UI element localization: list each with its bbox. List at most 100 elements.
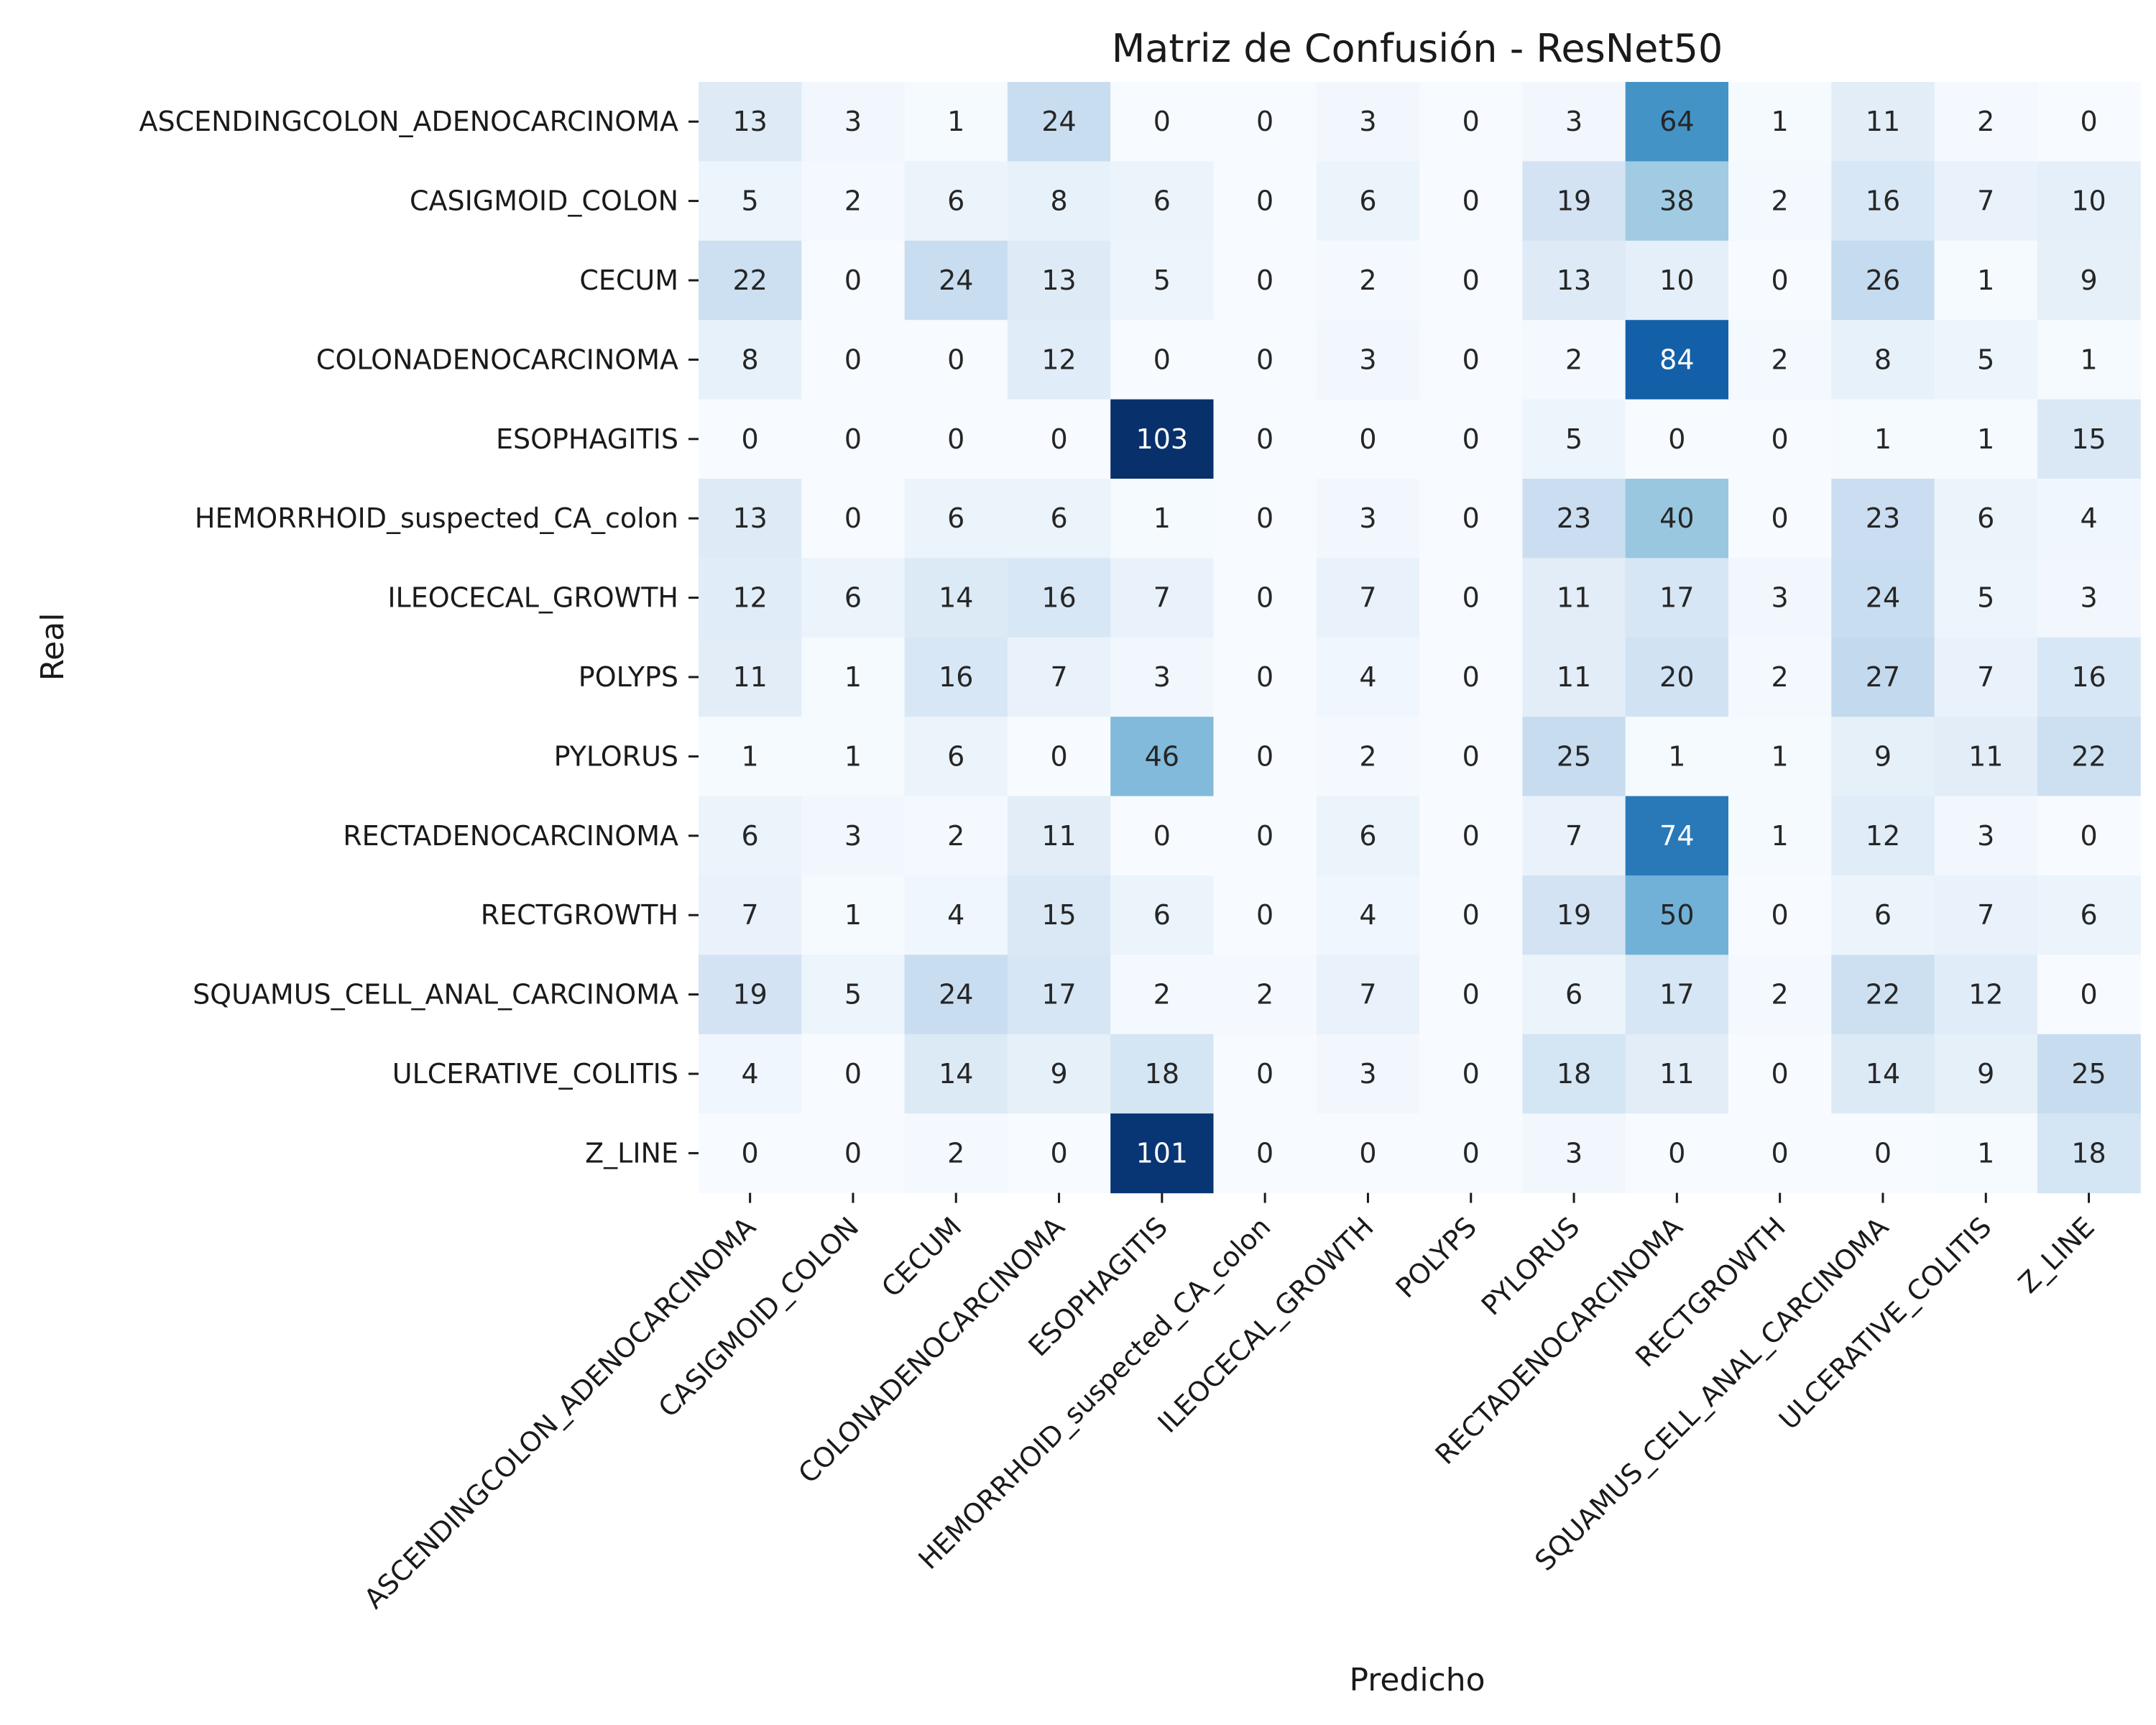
heatmap-cell — [1625, 875, 1729, 955]
heatmap-cell — [1110, 717, 1215, 797]
cell-value-label: 0 — [844, 502, 862, 534]
heatmap-cell — [1419, 1034, 1523, 1114]
cell-value-label: 25 — [1557, 740, 1591, 772]
heatmap-cell — [1831, 558, 1935, 638]
cell-value-label: 2 — [1359, 740, 1376, 772]
cell-value-label: 0 — [1359, 1137, 1376, 1169]
cell-value-label: 1 — [1977, 423, 1994, 455]
heatmap-cell — [1934, 399, 2038, 479]
heatmap-cell — [1007, 399, 1111, 479]
heatmap-cell — [1007, 558, 1111, 638]
heatmap-cell — [2037, 479, 2141, 558]
heatmap-cell — [1213, 240, 1317, 321]
cell-value-label: 6 — [1874, 899, 1892, 931]
cell-value-label: 26 — [1866, 264, 1900, 296]
heatmap-cell — [1728, 637, 1832, 717]
cell-value-label: 0 — [1256, 899, 1273, 931]
heatmap-cell — [1213, 717, 1317, 797]
heatmap-cell — [2037, 875, 2141, 955]
cell-value-label: 14 — [939, 582, 973, 614]
heatmap-cell — [1419, 161, 1523, 242]
heatmap-cell — [1110, 875, 1215, 955]
heatmap-cell — [1110, 637, 1215, 717]
cell-value-label: 10 — [2071, 185, 2106, 217]
heatmap-cell — [1213, 1034, 1317, 1114]
cell-value-label: 2 — [947, 820, 964, 852]
heatmap-cell — [1522, 875, 1626, 955]
cell-value-label: 11 — [1557, 661, 1591, 693]
cell-value-label: 4 — [742, 1058, 759, 1090]
heatmap-cell — [1522, 558, 1626, 638]
heatmap-cell — [801, 558, 906, 638]
heatmap-cell — [1831, 479, 1935, 558]
heatmap-cell — [1831, 796, 1935, 876]
heatmap-cell — [1934, 161, 2038, 242]
heatmap-cell — [2037, 1034, 2141, 1114]
heatmap-cell — [801, 320, 906, 400]
cell-value-label: 0 — [1256, 661, 1273, 693]
y-tick-label: POLYPS — [579, 661, 678, 693]
cell-value-label: 0 — [1668, 423, 1685, 455]
heatmap-cell — [1213, 399, 1317, 479]
heatmap-cell — [1007, 82, 1111, 162]
heatmap-cell — [1007, 875, 1111, 955]
heatmap-cell — [801, 954, 906, 1035]
cell-value-label: 11 — [1557, 582, 1591, 614]
heatmap-cell — [1934, 320, 2038, 400]
heatmap-cell — [904, 240, 1008, 321]
cell-value-label: 11 — [1968, 740, 2003, 772]
y-tick-label: ULCERATIVE_COLITIS — [392, 1058, 678, 1090]
heatmap-cell — [699, 240, 802, 321]
heatmap-cell — [1522, 637, 1626, 717]
heatmap-cell — [801, 479, 906, 558]
cell-value-label: 0 — [1256, 820, 1273, 852]
heatmap-cell — [1728, 954, 1832, 1035]
cell-value-label: 1 — [947, 106, 964, 137]
cell-value-label: 25 — [2071, 1058, 2106, 1090]
heatmap-cell — [1110, 82, 1215, 162]
cell-value-label: 6 — [1359, 820, 1376, 852]
heatmap-cell — [1110, 796, 1215, 876]
heatmap-cell — [1419, 954, 1523, 1035]
heatmap-cell — [1934, 637, 2038, 717]
heatmap-cell — [801, 875, 906, 955]
cell-value-label: 0 — [1256, 1058, 1273, 1090]
cell-value-label: 2 — [844, 185, 862, 217]
cell-value-label: 13 — [732, 106, 767, 137]
heatmap-cell — [1213, 1113, 1317, 1194]
cell-value-label: 7 — [1977, 899, 1994, 931]
cell-value-label: 101 — [1136, 1137, 1189, 1169]
cell-value-label: 5 — [1153, 264, 1171, 296]
cell-value-label: 6 — [947, 185, 964, 217]
heatmap-cell — [1419, 479, 1523, 558]
cell-value-label: 0 — [1772, 423, 1789, 455]
heatmap-cell — [1419, 796, 1523, 876]
heatmap-cell — [1831, 954, 1935, 1035]
heatmap-cell — [1625, 82, 1729, 162]
cell-value-label: 74 — [1659, 820, 1694, 852]
heatmap-cell — [1522, 796, 1626, 876]
cell-value-label: 3 — [1977, 820, 1994, 852]
cell-value-label: 0 — [1462, 502, 1480, 534]
y-tick-label: RECTADENOCARCINOMA — [343, 820, 678, 852]
cell-value-label: 4 — [947, 899, 964, 931]
cell-value-label: 12 — [1968, 979, 2003, 1011]
cell-value-label: 10 — [1659, 264, 1694, 296]
cell-value-label: 19 — [1557, 899, 1591, 931]
cell-value-label: 0 — [1462, 423, 1480, 455]
cell-value-label: 1 — [1977, 264, 1994, 296]
cell-value-label: 0 — [1462, 1058, 1480, 1090]
heatmap-cell — [1419, 637, 1523, 717]
cell-value-label: 64 — [1659, 106, 1694, 137]
cell-value-label: 12 — [1041, 344, 1076, 375]
heatmap-cell — [1625, 796, 1729, 876]
cell-value-label: 0 — [947, 423, 964, 455]
cell-value-label: 2 — [1977, 106, 1994, 137]
heatmap-cell — [2037, 796, 2141, 876]
heatmap-cell — [1110, 161, 1215, 242]
cell-value-label: 7 — [1565, 820, 1583, 852]
heatmap-cell — [1522, 479, 1626, 558]
heatmap-cell — [801, 796, 906, 876]
heatmap-cell — [1213, 82, 1317, 162]
